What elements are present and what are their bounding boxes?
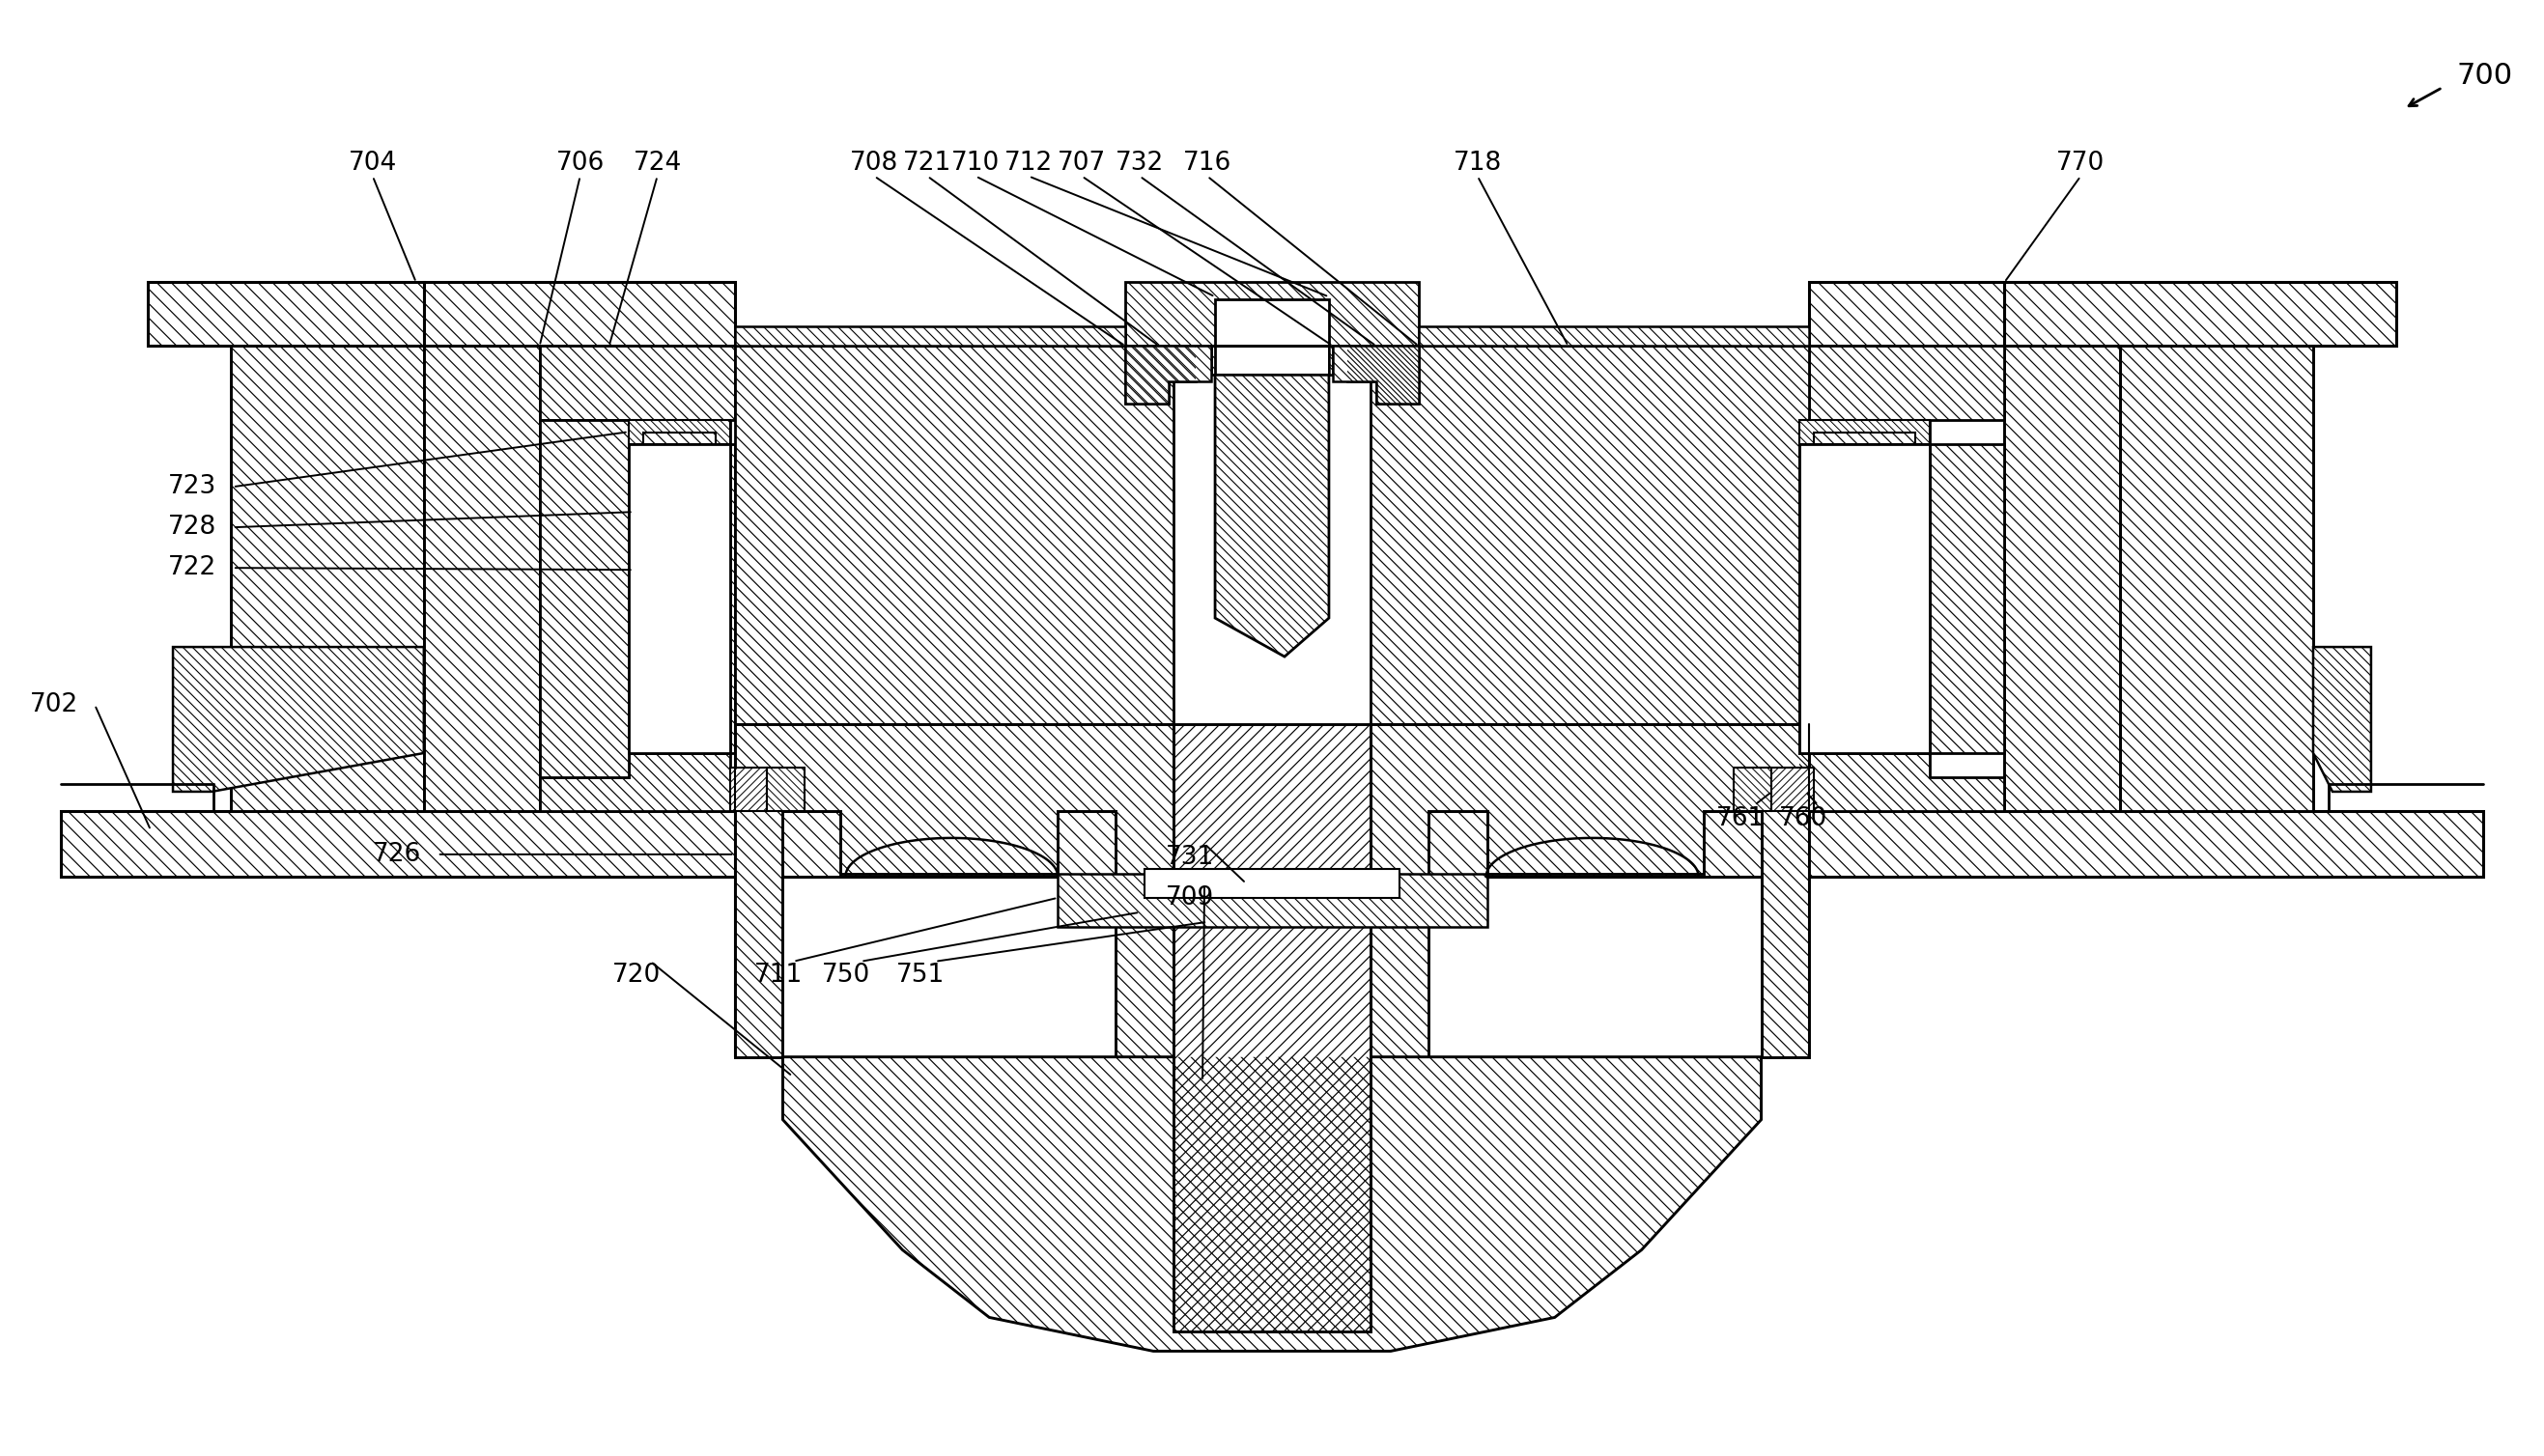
- Polygon shape: [1058, 874, 1488, 926]
- Text: 723: 723: [168, 475, 216, 499]
- Polygon shape: [1371, 347, 1809, 724]
- Text: 760: 760: [1778, 807, 1829, 831]
- Polygon shape: [710, 444, 730, 753]
- Polygon shape: [539, 753, 735, 811]
- Polygon shape: [1809, 282, 2005, 347]
- Text: 706: 706: [557, 150, 605, 175]
- Polygon shape: [1173, 724, 1371, 1332]
- Text: 724: 724: [633, 150, 682, 175]
- Polygon shape: [1732, 767, 1771, 811]
- Polygon shape: [768, 767, 804, 811]
- Polygon shape: [539, 347, 735, 444]
- Text: 732: 732: [1114, 150, 1165, 175]
- Polygon shape: [148, 282, 425, 347]
- Text: 704: 704: [349, 150, 397, 175]
- Polygon shape: [1124, 282, 1420, 376]
- Polygon shape: [2312, 646, 2371, 792]
- Text: 709: 709: [1165, 885, 1213, 910]
- Polygon shape: [2119, 347, 2312, 811]
- Polygon shape: [539, 421, 628, 778]
- Text: 711: 711: [756, 962, 804, 987]
- Polygon shape: [1931, 444, 2005, 753]
- Polygon shape: [735, 347, 1173, 724]
- Polygon shape: [2005, 347, 2119, 811]
- Text: 751: 751: [895, 962, 944, 987]
- Text: 750: 750: [822, 962, 870, 987]
- Text: 770: 770: [2056, 150, 2104, 175]
- Polygon shape: [1124, 347, 1420, 403]
- Polygon shape: [1799, 421, 1931, 444]
- Polygon shape: [61, 811, 2483, 877]
- Polygon shape: [425, 347, 539, 811]
- Polygon shape: [1216, 376, 1328, 657]
- Text: 728: 728: [168, 515, 216, 540]
- Polygon shape: [1371, 724, 1809, 1057]
- Text: 710: 710: [951, 150, 1000, 175]
- Text: 720: 720: [613, 962, 661, 987]
- Text: 707: 707: [1058, 150, 1107, 175]
- Polygon shape: [425, 282, 735, 347]
- Text: 702: 702: [31, 692, 79, 718]
- Polygon shape: [784, 1057, 1760, 1351]
- Polygon shape: [735, 724, 1173, 1057]
- Polygon shape: [2005, 282, 2396, 347]
- Text: 722: 722: [168, 555, 216, 581]
- Bar: [628, 444, 730, 753]
- Polygon shape: [730, 444, 735, 753]
- Text: 761: 761: [1715, 807, 1763, 831]
- Text: 700: 700: [2458, 63, 2513, 90]
- Text: 721: 721: [903, 150, 951, 175]
- Polygon shape: [735, 326, 1211, 403]
- Bar: [1145, 869, 1399, 898]
- Polygon shape: [628, 421, 730, 444]
- Polygon shape: [1771, 767, 1814, 811]
- Text: 726: 726: [371, 842, 422, 866]
- Text: 708: 708: [850, 150, 898, 175]
- Polygon shape: [173, 646, 425, 792]
- Text: 712: 712: [1005, 150, 1053, 175]
- Bar: [1799, 444, 1931, 753]
- Polygon shape: [628, 444, 649, 753]
- Polygon shape: [1799, 753, 2005, 811]
- Text: 731: 731: [1165, 844, 1213, 869]
- Polygon shape: [1333, 326, 1809, 403]
- Polygon shape: [1911, 444, 1931, 753]
- Polygon shape: [1799, 347, 2005, 444]
- Text: 716: 716: [1183, 150, 1231, 175]
- Polygon shape: [730, 767, 768, 811]
- Text: 718: 718: [1453, 150, 1501, 175]
- Polygon shape: [1799, 444, 1819, 753]
- Bar: [628, 444, 730, 753]
- Polygon shape: [232, 347, 425, 811]
- Bar: [1799, 444, 1931, 753]
- Polygon shape: [1799, 444, 1809, 753]
